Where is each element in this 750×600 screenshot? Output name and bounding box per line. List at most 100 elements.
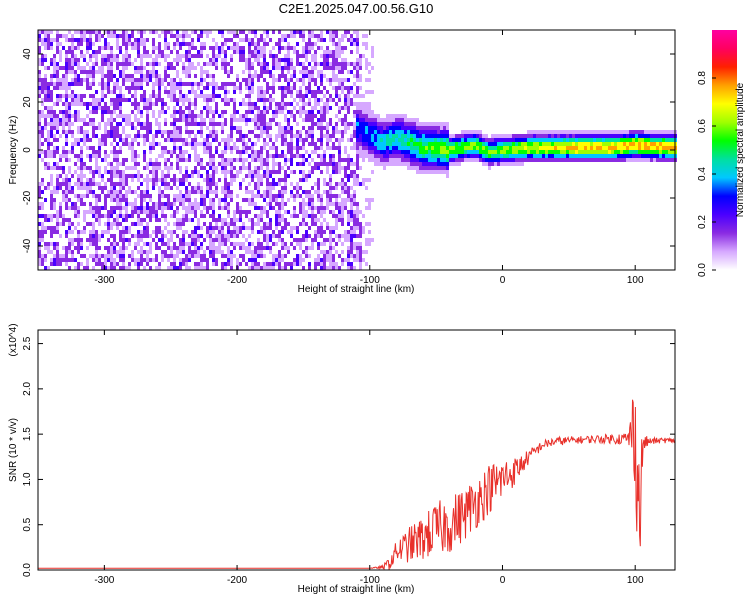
spectrogram-cell bbox=[533, 130, 536, 134]
spectrogram-cell bbox=[368, 90, 371, 94]
spectrogram-cell bbox=[38, 142, 41, 146]
spectrogram-cell bbox=[434, 122, 437, 126]
spectrogram-cell bbox=[254, 254, 257, 258]
spectrogram-cell bbox=[209, 62, 212, 66]
spectrogram-cell bbox=[278, 170, 281, 174]
spectrogram-cell bbox=[128, 174, 131, 178]
spectrogram-cell bbox=[38, 58, 41, 62]
spectrogram-cell bbox=[200, 242, 203, 246]
spectrogram-cell bbox=[47, 142, 50, 146]
spectrogram-cell bbox=[182, 198, 185, 202]
spectrogram-cell bbox=[284, 218, 287, 222]
spectrogram-cell bbox=[293, 98, 296, 102]
spectrogram-cell bbox=[185, 54, 188, 58]
spectrogram-cell bbox=[155, 162, 158, 166]
spectrogram-cell bbox=[416, 134, 419, 138]
spectrogram-cell bbox=[200, 166, 203, 170]
spectrogram-cell bbox=[290, 226, 293, 230]
spectrogram-cell bbox=[200, 194, 203, 198]
spectrogram-cell bbox=[107, 214, 110, 218]
spectrogram-cell bbox=[53, 134, 56, 138]
spectrogram-cell bbox=[239, 50, 242, 54]
spectrogram-cell bbox=[65, 74, 68, 78]
spectrogram-cell bbox=[188, 34, 191, 38]
chart-title: C2E1.2025.047.00.56.G10 bbox=[279, 1, 434, 16]
spectrogram-cell bbox=[356, 162, 359, 166]
spectrogram-cell bbox=[203, 70, 206, 74]
spectrogram-cell bbox=[227, 234, 230, 238]
spectrogram-cell bbox=[122, 254, 125, 258]
spectrogram-cell bbox=[230, 218, 233, 222]
spectrogram-cell bbox=[305, 254, 308, 258]
spectrogram-cell bbox=[473, 130, 476, 134]
spectrogram-cell bbox=[293, 126, 296, 130]
spectrogram-cell bbox=[197, 70, 200, 74]
spectrogram-cell bbox=[203, 86, 206, 90]
spectrogram-cell bbox=[485, 150, 488, 154]
spectrogram-cell bbox=[170, 234, 173, 238]
spectrogram-cell bbox=[152, 174, 155, 178]
spectrogram-cell bbox=[239, 90, 242, 94]
spectrogram-cell bbox=[161, 34, 164, 38]
spectrogram-cell bbox=[512, 142, 515, 146]
spectrogram-cell bbox=[56, 266, 59, 270]
spectrogram-cell bbox=[122, 38, 125, 42]
spectrogram-cell bbox=[491, 158, 494, 162]
spectrogram-cell bbox=[326, 78, 329, 82]
spectrogram-cell bbox=[329, 54, 332, 58]
spectrogram-cell bbox=[158, 118, 161, 122]
spectrogram-cell bbox=[104, 258, 107, 262]
spectrogram-cell bbox=[212, 158, 215, 162]
spectrogram-cell bbox=[230, 262, 233, 266]
spectrogram-cell bbox=[113, 250, 116, 254]
spectrogram-cell bbox=[356, 94, 359, 98]
spectrogram-cell bbox=[179, 46, 182, 50]
spectrogram-cell bbox=[149, 178, 152, 182]
spectrogram-cell bbox=[329, 94, 332, 98]
spectrogram-cell bbox=[50, 38, 53, 42]
spectrogram-cell bbox=[203, 198, 206, 202]
spectrogram-cell bbox=[278, 190, 281, 194]
spectrogram-cell bbox=[128, 190, 131, 194]
spectrogram-cell bbox=[197, 130, 200, 134]
spectrogram-cell bbox=[134, 234, 137, 238]
spectrogram-cell bbox=[140, 174, 143, 178]
spectrogram-cell bbox=[92, 118, 95, 122]
spectrogram-cell bbox=[254, 206, 257, 210]
spectrogram-cell bbox=[125, 230, 128, 234]
spectrogram-cell bbox=[455, 146, 458, 150]
spectrogram-cell bbox=[260, 230, 263, 234]
spectrogram-cell bbox=[323, 178, 326, 182]
spectrogram-cell bbox=[440, 162, 443, 166]
spectrogram-cell bbox=[431, 134, 434, 138]
spectrogram-cell bbox=[446, 170, 449, 174]
spectrogram-cell bbox=[302, 118, 305, 122]
spectrogram-cell bbox=[128, 122, 131, 126]
spectrogram-cell bbox=[518, 162, 521, 166]
spectrogram-cell bbox=[77, 130, 80, 134]
spectrogram-cell bbox=[50, 126, 53, 130]
spectrogram-cell bbox=[113, 110, 116, 114]
spectrogram-cell bbox=[284, 210, 287, 214]
spectrogram-cell bbox=[233, 210, 236, 214]
spectrogram-cell bbox=[287, 126, 290, 130]
spectrogram-cell bbox=[404, 122, 407, 126]
spectrogram-cell bbox=[413, 162, 416, 166]
spectrogram-cell bbox=[359, 66, 362, 70]
spectrogram-cell bbox=[365, 154, 368, 158]
spectrogram-cell bbox=[230, 138, 233, 142]
spectrogram-cell bbox=[350, 98, 353, 102]
spectrogram-cell bbox=[257, 38, 260, 42]
spectrogram-cell bbox=[233, 46, 236, 50]
spectrogram-cell bbox=[443, 162, 446, 166]
spectrogram-cell bbox=[368, 242, 371, 246]
spectrogram-cell bbox=[71, 102, 74, 106]
spectrogram-cell bbox=[140, 182, 143, 186]
spectrogram-cell bbox=[98, 198, 101, 202]
spectrogram-cell bbox=[50, 82, 53, 86]
spectrogram-cell bbox=[110, 234, 113, 238]
spectrogram-cell bbox=[293, 34, 296, 38]
spectrogram-cell bbox=[215, 82, 218, 86]
spectrogram-cell bbox=[65, 218, 68, 222]
spectrogram-cell bbox=[392, 118, 395, 122]
